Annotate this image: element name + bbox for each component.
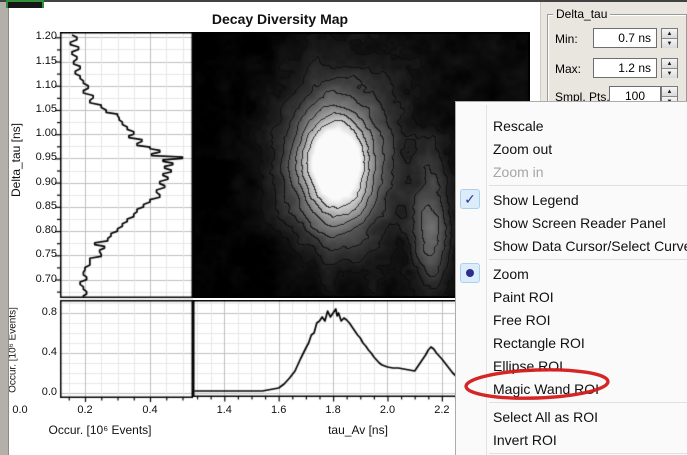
tau-av-tick-label: 2.0 — [379, 404, 396, 416]
menu-item-label: Invert ROI — [493, 431, 557, 448]
max-spinner-down[interactable]: ▼ — [662, 69, 677, 78]
menu-separator — [489, 185, 687, 186]
min-spinner-up[interactable]: ▲ — [662, 29, 677, 39]
menu-item-paint-roi[interactable]: Paint ROI — [456, 285, 687, 308]
menu-item-free-roi[interactable]: Free ROI — [456, 308, 687, 331]
menu-item-invert-roi[interactable]: Invert ROI — [456, 428, 687, 451]
menu-item-magic-wand-roi[interactable]: Magic Wand ROI — [456, 377, 687, 400]
background-tab-fragment[interactable] — [6, 0, 44, 8]
delta-tau-tick-label: 0.90 — [35, 175, 57, 188]
menu-item-label: Paint ROI — [493, 288, 554, 305]
delta-tau-marginal-plot[interactable] — [52, 32, 193, 403]
delta-tau-tick-label: 1.00 — [35, 127, 57, 140]
max-spinner-up[interactable]: ▲ — [662, 59, 677, 69]
checkmark-icon: ✓ — [460, 189, 480, 209]
menu-item-label: Zoom in — [493, 163, 544, 180]
menu-item-zoom[interactable]: Zoom — [456, 262, 687, 285]
menu-item-label: Select All as ROI — [493, 408, 599, 425]
menu-item-label: Rectangle ROI — [493, 334, 585, 351]
tau-av-tick-label: 2.2 — [434, 404, 450, 416]
delta-tau-tick-label: 0.80 — [35, 224, 57, 237]
delta-tau-tick-label: 1.05 — [35, 102, 57, 115]
menu-item-ellipse-roi[interactable]: Ellipse ROI — [456, 354, 687, 377]
max-input[interactable]: 1.2 ns — [593, 58, 657, 78]
plot-title: Decay Diversity Map — [211, 11, 349, 27]
tau-av-tick-label: 1.6 — [271, 404, 287, 416]
menu-item-show-data-cursor-select-curve[interactable]: Show Data Cursor/Select Curve — [456, 234, 687, 257]
delta-tau-tick-label: 0.75 — [35, 248, 57, 261]
tau-av-axis-label: tau_Av [ns] — [328, 423, 388, 437]
menu-separator — [489, 402, 687, 403]
occur-y-tick-label: 0.8 — [41, 306, 57, 318]
min-input[interactable]: 0.7 ns — [593, 28, 657, 48]
delta-tau-tick-label: 1.10 — [35, 78, 57, 91]
tau-av-tick-label: 1.8 — [325, 404, 341, 416]
menu-item-label: Zoom — [493, 265, 529, 282]
menu-separator — [489, 259, 687, 260]
smpl-pts-spinner-up[interactable]: ▲ — [662, 87, 677, 97]
window-left-border — [0, 0, 9, 455]
occur-x-tick-label: 0.2 — [77, 404, 93, 416]
delta-tau-group-label: Delta_tau — [553, 7, 611, 21]
min-spinner-down[interactable]: ▼ — [662, 39, 677, 48]
menu-item-rectangle-roi[interactable]: Rectangle ROI — [456, 331, 687, 354]
menu-item-zoom-out[interactable]: Zoom out — [456, 137, 687, 160]
menu-item-label: Show Data Cursor/Select Curve — [493, 237, 687, 254]
menu-item-rescale[interactable]: Rescale — [456, 114, 687, 137]
menu-item-zoom-in: Zoom in — [456, 160, 687, 183]
min-spinner[interactable]: ▲ ▼ — [661, 28, 678, 48]
occur-x-tick-label: 0.0 — [12, 404, 28, 416]
occur-y-tick-label: 0.0 — [41, 386, 57, 398]
menu-item-select-all-as-roi[interactable]: Select All as ROI — [456, 405, 687, 428]
menu-item-label: Show Legend — [493, 191, 579, 208]
menu-item-show-legend[interactable]: ✓ Show Legend — [456, 188, 687, 211]
delta-tau-axis-label: Delta_tau [ns] — [9, 122, 23, 198]
occur-x-axis-label: Occur. [10⁶ Events] — [48, 423, 152, 437]
occur-y-tick-label: 0.4 — [41, 346, 57, 358]
window-top-border — [0, 0, 687, 2]
occur-y-axis-label: Occur. [10⁶ Events] — [7, 307, 19, 393]
max-spinner[interactable]: ▲ ▼ — [661, 58, 678, 78]
max-label: Max: — [555, 62, 582, 76]
occur-x-tick-label: 0.4 — [142, 404, 158, 416]
delta-tau-tick-label: 1.20 — [35, 30, 57, 43]
tau-av-tick-label: 1.4 — [216, 404, 232, 416]
delta-tau-tick-label: 0.95 — [35, 151, 57, 164]
menu-item-label: Free ROI — [493, 311, 551, 328]
menu-item-label: Show Screen Reader Panel — [493, 214, 666, 231]
menu-item-label: Rescale — [493, 117, 544, 134]
delta-tau-tick-label: 0.85 — [35, 199, 57, 212]
menu-item-label: Zoom out — [493, 140, 553, 157]
radio-bullet-icon — [460, 263, 480, 283]
menu-item-label: Magic Wand ROI — [493, 380, 600, 397]
min-label: Min: — [555, 32, 578, 46]
menu-separator — [489, 453, 687, 454]
context-menu: Rescale Zoom out Zoom in ✓ Show Legend Show S… — [455, 101, 687, 455]
delta-tau-tick-label: 0.70 — [35, 272, 57, 285]
menu-item-show-screen-reader-panel[interactable]: Show Screen Reader Panel — [456, 211, 687, 234]
smpl-pts-label: Smpl. Pts.: — [555, 90, 614, 104]
delta-tau-tick-label: 1.15 — [35, 54, 57, 67]
menu-item-label: Ellipse ROI — [493, 357, 564, 374]
